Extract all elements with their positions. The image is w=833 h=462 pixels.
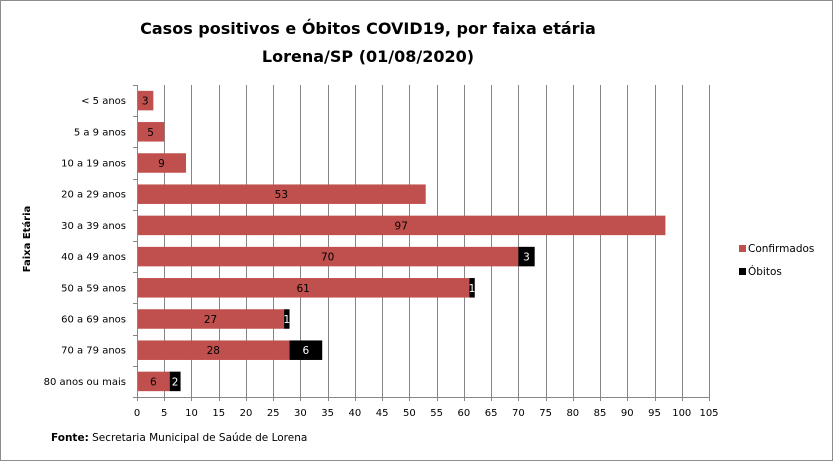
y-tick-label: 30 a 39 anos [61,221,126,232]
data-label: 5 [147,127,154,139]
y-tick-label: 5 a 9 anos [74,127,126,138]
y-tick-label: 80 anos ou mais [44,377,126,388]
bar-confirmados [137,122,165,142]
x-tick-label: 95 [648,408,661,419]
y-tick-label: 70 a 79 anos [61,346,126,357]
x-tick-label: 80 [566,408,579,419]
bar-confirmados [137,371,170,392]
x-tick-label: 40 [349,408,362,419]
axes: 0 5 10 15 20 25 30 35 40 45 50 55 60 65 70 75 80 85 90 95 10… [44,85,719,419]
legend-swatch [739,245,746,252]
x-tick-label: 75 [539,408,552,419]
y-tick-label: 60 a 69 anos [61,315,126,326]
data-label: 97 [395,220,408,232]
bar-confirmados [137,309,285,329]
legend: Confirmados Óbitos [739,243,814,278]
x-tick-label: 55 [430,408,443,419]
data-label: 9 [158,158,165,170]
data-label: 3 [142,96,149,108]
data-label: 3 [523,252,530,264]
x-tick-label: 90 [621,408,634,419]
x-tick-label: 65 [485,408,498,419]
y-tick-label: < 5 anos [81,96,126,107]
bars: 3 5 9 53 97 70 3 61 1 27 1 28 6 6 2 [137,90,666,392]
x-tick-label: 105 [699,408,718,419]
bar-obitos [289,340,323,360]
x-tick-label: 45 [376,408,389,419]
bar-confirmados [137,184,426,204]
data-label: 1 [283,314,290,326]
bar-obitos [518,246,535,267]
x-tick-label: 25 [267,408,280,419]
data-label: 27 [204,314,217,326]
source-label: Fonte: [51,432,89,444]
x-tick-label: 35 [321,408,334,419]
legend-label: Óbitos [748,265,782,278]
x-tick-label: 70 [512,408,525,419]
x-tick-label: 5 [161,408,167,419]
chart-title-line2: Lorena/SP (01/08/2020) [262,47,474,66]
data-label: 6 [150,376,157,388]
x-tick-label: 20 [240,408,253,419]
y-tick-label: 40 a 49 anos [61,252,126,263]
x-tick-label: 85 [594,408,607,419]
bar-confirmados [137,278,470,298]
grid [164,85,710,397]
y-tick-label: 20 a 29 anos [61,190,126,201]
x-tick-label: 0 [134,408,140,419]
data-label: 53 [275,189,288,201]
bar-confirmados [137,215,666,236]
legend-swatch [739,268,746,275]
data-label: 61 [296,283,309,295]
x-tick-label: 60 [457,408,470,419]
bar-confirmados [137,340,290,360]
x-tick-label: 10 [185,408,198,419]
data-label: 6 [303,345,310,357]
data-label: 2 [172,376,179,388]
x-tick-label: 30 [294,408,307,419]
data-label: 28 [207,345,220,357]
data-label: 70 [321,252,334,264]
y-tick-label: 10 a 19 anos [61,159,126,170]
bar-obitos [469,278,475,298]
data-label: 1 [469,283,476,295]
y-axis-label: Faixa Etária [21,206,33,273]
chart-title-line1: Casos positivos e Óbitos COVID19, por fa… [140,19,596,38]
bar-confirmados [137,153,187,173]
source-note: Fonte: Secretaria Municipal de Saúde de … [51,432,307,444]
bar-obitos [169,371,181,392]
x-tick-label: 15 [212,408,225,419]
bar-obitos [284,309,290,329]
x-tick-label: 100 [672,408,691,419]
legend-label: Confirmados [748,243,814,255]
x-tick-label: 50 [403,408,416,419]
source-text: Secretaria Municipal de Saúde de Lorena [88,432,308,444]
y-tick-label: 50 a 59 anos [61,283,126,294]
bar-confirmados [137,246,519,267]
bar-confirmados [137,90,154,111]
